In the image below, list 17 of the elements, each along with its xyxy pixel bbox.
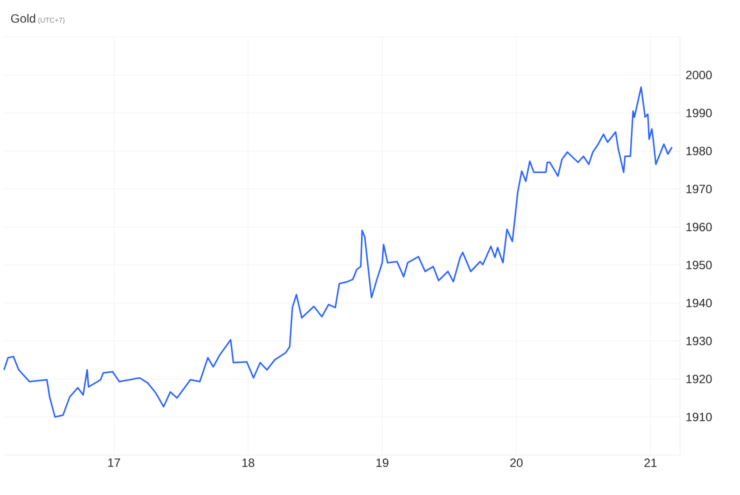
x-tick-label: 19: [376, 458, 388, 468]
x-tick-label: 20: [510, 458, 523, 468]
y-tick-label: 2000: [686, 70, 712, 80]
y-tick-label: 1950: [686, 260, 712, 270]
line-series: [3, 86, 673, 418]
y-tick-label: 1970: [686, 184, 712, 194]
y-tick-label: 1920: [686, 374, 712, 384]
x-tick-label: 17: [108, 458, 120, 467]
y-tick-label: 1980: [686, 146, 712, 156]
x-tick-label: 21: [644, 458, 657, 467]
chart-title: Gold: [11, 14, 36, 23]
x-tick-label: 18: [242, 458, 254, 468]
y-tick-label: 1960: [686, 222, 712, 232]
y-tick-label: 1930: [686, 336, 712, 346]
y-tick-label: 1940: [686, 298, 712, 308]
y-tick-label: 1910: [686, 412, 712, 422]
y-tick-label: 1990: [686, 108, 712, 118]
